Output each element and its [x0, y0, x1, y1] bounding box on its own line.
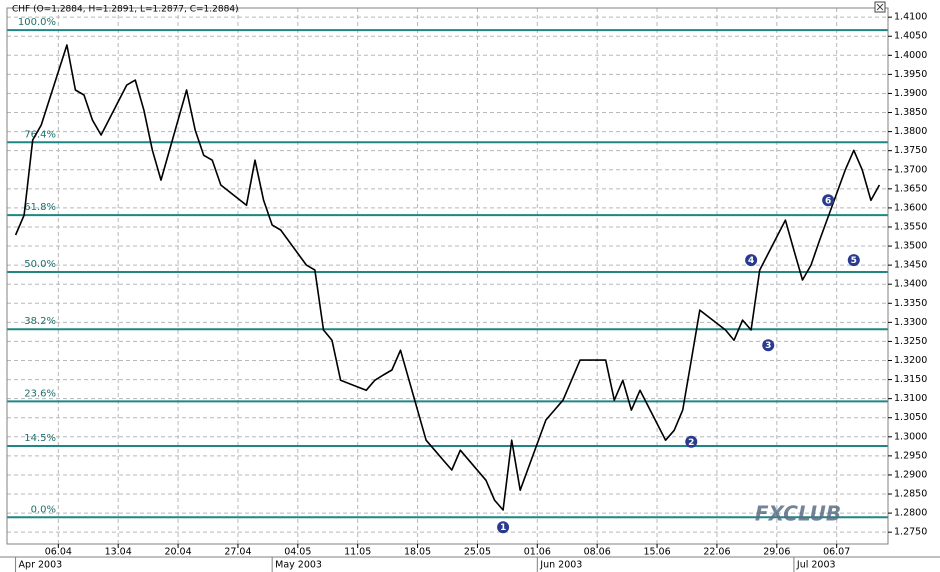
y-tick-label: 1.3100 [894, 393, 927, 404]
x-tick-label: 01.06 [524, 547, 551, 558]
y-tick-label: 1.3650 [894, 183, 927, 194]
y-tick-label: 1.3700 [894, 164, 927, 175]
y-tick-label: 1.3800 [894, 126, 927, 137]
x-tick-label: 06.07 [823, 547, 850, 558]
y-tick-label: 1.3500 [894, 241, 927, 252]
x-tick-label: 08.06 [584, 547, 611, 558]
plot-frame [6, 7, 889, 545]
x-tick-label: 22.06 [703, 547, 730, 558]
plot-layer: 1 2 3 4 5 6 [14, 44, 881, 534]
wave-marker [847, 254, 860, 267]
wave-label: 5 [851, 256, 857, 266]
month-label: Jun 2003 [539, 560, 582, 571]
close-icon[interactable] [876, 3, 884, 11]
fib-label: 14.5% [24, 433, 56, 444]
wave-marker [685, 435, 698, 448]
fib-label: 38.2% [24, 316, 56, 327]
logo: FXCLUB [755, 502, 841, 526]
y-tick-label: 1.3450 [894, 260, 927, 271]
fib-label: 61.8% [24, 202, 56, 213]
y-tick-label: 1.3900 [894, 88, 927, 99]
y-tick-label: 1.3850 [894, 107, 927, 118]
grid-layer [7, 8, 888, 544]
x-tick-label: 25.05 [464, 547, 491, 558]
fib-label: 100.0% [18, 17, 56, 28]
x-tick-label: 15.06 [643, 547, 670, 558]
y-tick-label: 1.2800 [894, 508, 927, 519]
y-tick-label: 1.2900 [894, 469, 927, 480]
wave-label: 3 [765, 341, 771, 351]
fib-label: 76.4% [24, 129, 56, 140]
chart-title: CHF (O=1.2884, H=1.2891, L=1.2877, C=1.2… [12, 5, 239, 15]
y-tick-label: 1.3550 [894, 221, 927, 232]
y-tick-label: 1.3200 [894, 355, 927, 366]
fib-label: 50.0% [24, 259, 56, 270]
month-label: May 2003 [275, 560, 322, 571]
wave-marker [762, 339, 775, 352]
y-tick-label: 1.4050 [894, 31, 927, 42]
y-tick-label: 1.3750 [894, 145, 927, 156]
wave-label: 1 [500, 523, 506, 533]
y-tick-label: 1.3050 [894, 412, 927, 423]
close-button[interactable] [874, 1, 886, 13]
wave-label: 6 [825, 196, 831, 206]
month-label: Jul 2003 [796, 560, 836, 571]
y-tick-label: 1.3000 [894, 431, 927, 442]
y-tick-label: 1.2750 [894, 527, 927, 538]
x-tick-label: 06.04 [45, 547, 72, 558]
y-tick-label: 1.3150 [894, 374, 927, 385]
x-tick-label: 18.05 [404, 547, 431, 558]
y-tick-label: 1.3250 [894, 336, 927, 347]
y-tick-label: 1.4100 [894, 12, 927, 23]
wave-label: 2 [688, 438, 694, 448]
wave-label: 4 [748, 256, 754, 266]
price-line [14, 44, 881, 511]
x-tick-label: 04.05 [284, 547, 311, 558]
y-tick-label: 1.3600 [894, 202, 927, 213]
fib-label: 23.6% [24, 388, 56, 399]
wave-marker [497, 521, 510, 534]
y-tick-label: 1.2850 [894, 489, 927, 500]
y-tick-label: 1.2950 [894, 450, 927, 461]
x-tick-label: 13.04 [105, 547, 132, 558]
wave-marker [745, 254, 758, 267]
y-tick-label: 1.3300 [894, 317, 927, 328]
fib-layer: 100.0% 76.4% 61.8% 50.0% 38.2% 23.6% 14.5% 0.0% [7, 17, 888, 519]
y-tick-label: 1.3350 [894, 298, 927, 309]
wave-marker [822, 194, 835, 207]
y-tick-label: 1.4000 [894, 50, 927, 61]
fib-label: 0.0% [31, 504, 56, 515]
x-tick-label: 11.05 [344, 547, 371, 558]
x-tick-label: 29.06 [763, 547, 790, 558]
month-label: Apr 2003 [19, 560, 63, 571]
y-tick-label: 1.3950 [894, 69, 927, 80]
y-tick-label: 1.3400 [894, 279, 927, 290]
x-tick-label: 20.04 [164, 547, 191, 558]
x-tick-label: 27.04 [224, 547, 251, 558]
